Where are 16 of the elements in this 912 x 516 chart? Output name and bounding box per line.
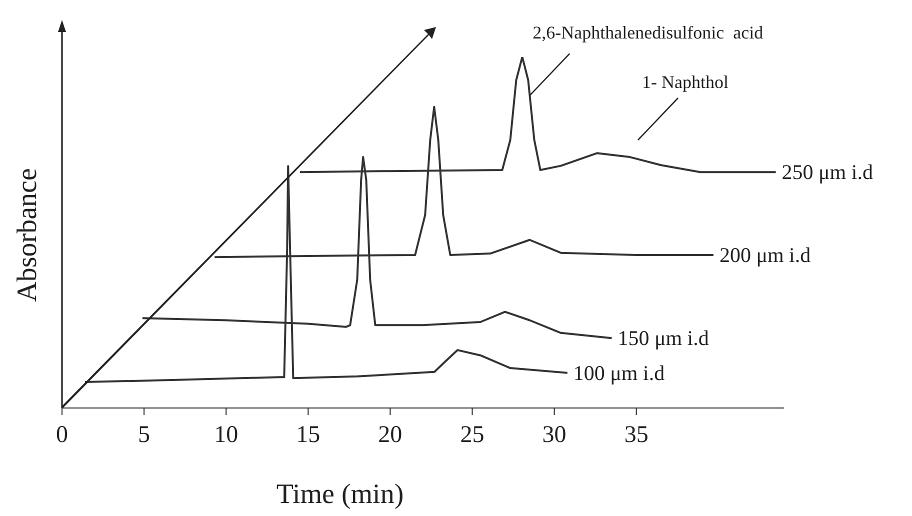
y-axis-title: Absorbance [12,168,43,302]
series-label: 150 μm i.d [618,326,710,350]
series-label: 100 μm i.d [573,360,666,385]
x-tick-label: 30 [542,422,566,448]
annotation: 2,6-Naphthalenedisulfonic acid [532,22,764,43]
x-tick-label: 35 [624,422,648,448]
x-tick-label: 25 [460,422,484,448]
x-tick-label: 5 [138,422,150,448]
x-tick-label: 0 [56,422,68,448]
x-tick-label: 10 [214,422,238,448]
series-label: 250 μm i.d [782,160,874,184]
x-tick-label: 15 [296,422,320,448]
x-tick-label: 20 [378,422,402,448]
annotation: 1- Naphthol [642,72,728,92]
series-label: 200 μm i.d [719,242,812,267]
x-axis-title: Time (min) [276,479,404,510]
